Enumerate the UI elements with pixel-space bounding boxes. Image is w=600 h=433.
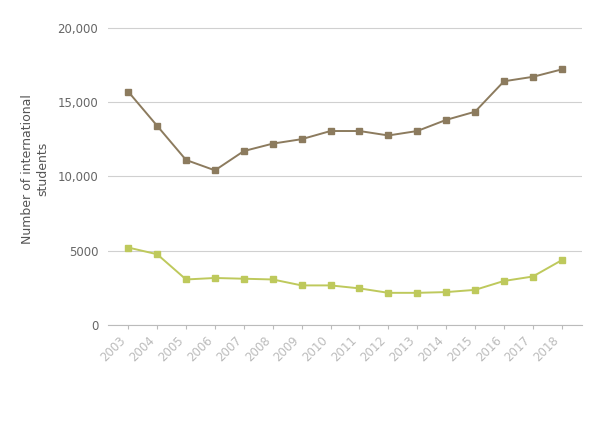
- Y-axis label: Number of international
students: Number of international students: [21, 94, 49, 244]
- Primary/Intermediate: [269, 277, 277, 282]
- Primary/Intermediate: [182, 277, 190, 282]
- Primary/Intermediate: [327, 283, 334, 288]
- Secondary/Composite/Special: [240, 149, 247, 154]
- Primary/Intermediate: [385, 290, 392, 295]
- Secondary/Composite/Special: [443, 117, 450, 123]
- Primary/Intermediate: [500, 278, 508, 284]
- Secondary/Composite/Special: [211, 168, 218, 173]
- Primary/Intermediate: [211, 275, 218, 281]
- Secondary/Composite/Special: [529, 74, 536, 79]
- Secondary/Composite/Special: [125, 89, 132, 94]
- Legend: Secondary/Composite/Special, Primary/Intermediate: Secondary/Composite/Special, Primary/Int…: [139, 430, 551, 433]
- Primary/Intermediate: [298, 283, 305, 288]
- Line: Primary/Intermediate: Primary/Intermediate: [125, 244, 565, 296]
- Secondary/Composite/Special: [298, 136, 305, 142]
- Secondary/Composite/Special: [182, 157, 190, 162]
- Primary/Intermediate: [472, 287, 479, 292]
- Primary/Intermediate: [529, 274, 536, 279]
- Primary/Intermediate: [154, 252, 161, 257]
- Primary/Intermediate: [558, 258, 565, 263]
- Secondary/Composite/Special: [327, 129, 334, 134]
- Primary/Intermediate: [413, 290, 421, 295]
- Secondary/Composite/Special: [558, 67, 565, 72]
- Primary/Intermediate: [443, 290, 450, 295]
- Primary/Intermediate: [125, 245, 132, 250]
- Secondary/Composite/Special: [356, 129, 363, 134]
- Secondary/Composite/Special: [472, 109, 479, 114]
- Primary/Intermediate: [240, 276, 247, 281]
- Primary/Intermediate: [356, 286, 363, 291]
- Secondary/Composite/Special: [500, 79, 508, 84]
- Line: Secondary/Composite/Special: Secondary/Composite/Special: [125, 66, 565, 174]
- Secondary/Composite/Special: [413, 129, 421, 134]
- Secondary/Composite/Special: [269, 141, 277, 146]
- Secondary/Composite/Special: [154, 123, 161, 129]
- Secondary/Composite/Special: [385, 133, 392, 138]
